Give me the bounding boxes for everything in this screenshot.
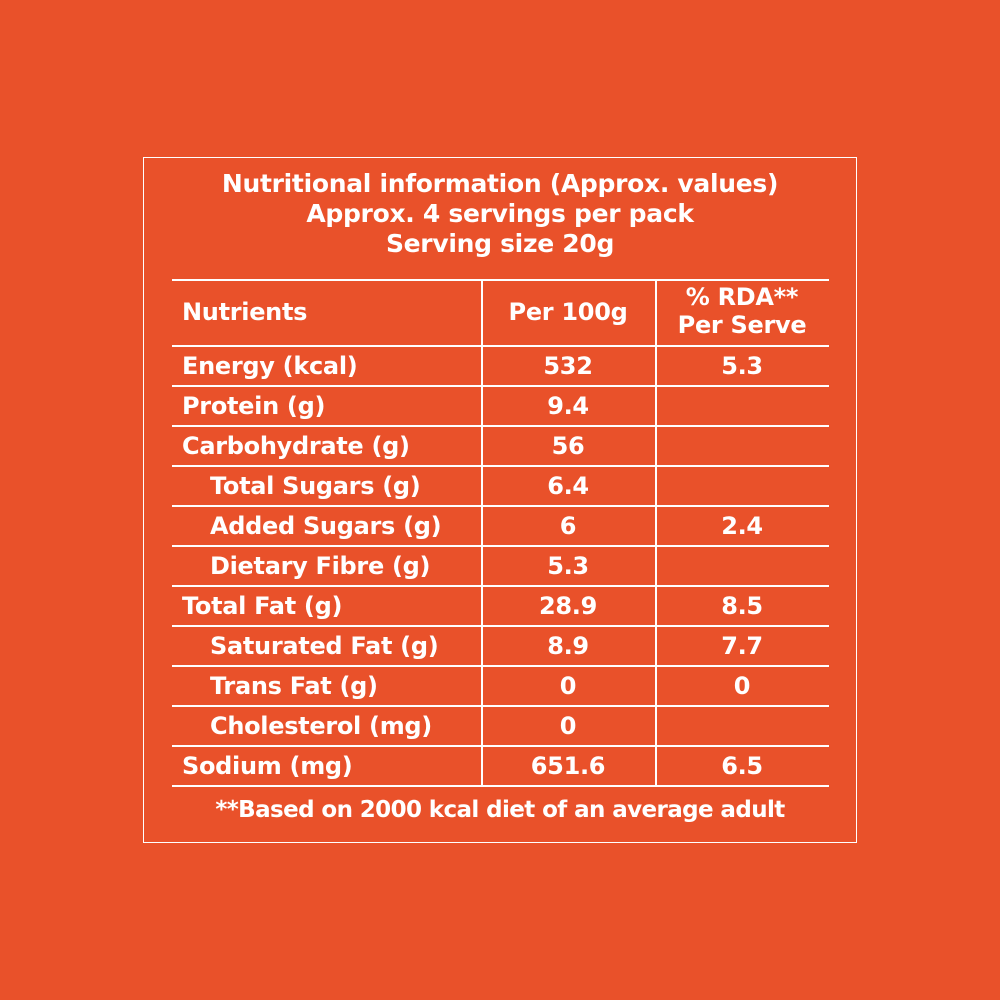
- nutrient-value: 9.4: [547, 392, 589, 420]
- row-line: [172, 665, 829, 667]
- row-line: [172, 785, 829, 787]
- row-line: [172, 505, 829, 507]
- column-header: % RDA**: [685, 283, 799, 311]
- nutrient-value: 0: [559, 712, 577, 740]
- nutrient-name: Sodium (mg): [182, 752, 353, 780]
- row-line: [172, 545, 829, 547]
- nutrient-value: 2.4: [721, 512, 763, 540]
- column-divider: [655, 279, 657, 785]
- row-line: [172, 345, 829, 347]
- nutrient-value: 532: [543, 352, 593, 380]
- column-header: Per Serve: [677, 311, 807, 339]
- nutrient-value: 0: [733, 672, 751, 700]
- nutrient-name: Total Sugars (g): [210, 472, 421, 500]
- nutrient-name: Energy (kcal): [182, 352, 358, 380]
- row-line: [172, 625, 829, 627]
- nutrient-value: 6.5: [721, 752, 763, 780]
- nutrient-name: Protein (g): [182, 392, 326, 420]
- row-line: [172, 745, 829, 747]
- title-line: Approx. 4 servings per pack: [306, 199, 694, 228]
- column-header: Per 100g: [508, 298, 628, 326]
- nutrient-name: Saturated Fat (g): [210, 632, 439, 660]
- column-header: Nutrients: [182, 298, 308, 326]
- label-border: [143, 157, 857, 843]
- title-line: Nutritional information (Approx. values): [221, 169, 779, 198]
- row-line: [172, 279, 829, 281]
- row-line: [172, 385, 829, 387]
- nutrient-value: 28.9: [538, 592, 597, 620]
- nutrient-name: Dietary Fibre (g): [210, 552, 431, 580]
- row-line: [172, 465, 829, 467]
- title-line: Serving size 20g: [385, 229, 615, 258]
- row-line: [172, 705, 829, 707]
- nutrient-value: 7.7: [721, 632, 763, 660]
- nutrient-value: 5.3: [721, 352, 763, 380]
- nutrient-name: Trans Fat (g): [210, 672, 378, 700]
- nutrient-value: 6: [559, 512, 577, 540]
- nutrient-value: 6.4: [547, 472, 589, 500]
- column-divider: [481, 279, 483, 785]
- nutrient-value: 8.5: [721, 592, 763, 620]
- nutrient-value: 56: [551, 432, 585, 460]
- nutrient-name: Carbohydrate (g): [182, 432, 410, 460]
- row-line: [172, 425, 829, 427]
- nutrient-name: Added Sugars (g): [210, 512, 442, 540]
- nutrient-name: Cholesterol (mg): [210, 712, 432, 740]
- nutrient-name: Total Fat (g): [182, 592, 343, 620]
- nutrient-value: 651.6: [530, 752, 606, 780]
- nutrient-value: 8.9: [547, 632, 589, 660]
- footnote: **Based on 2000 kcal diet of an average …: [215, 797, 785, 823]
- nutrient-value: 5.3: [547, 552, 589, 580]
- nutrient-value: 0: [559, 672, 577, 700]
- row-line: [172, 585, 829, 587]
